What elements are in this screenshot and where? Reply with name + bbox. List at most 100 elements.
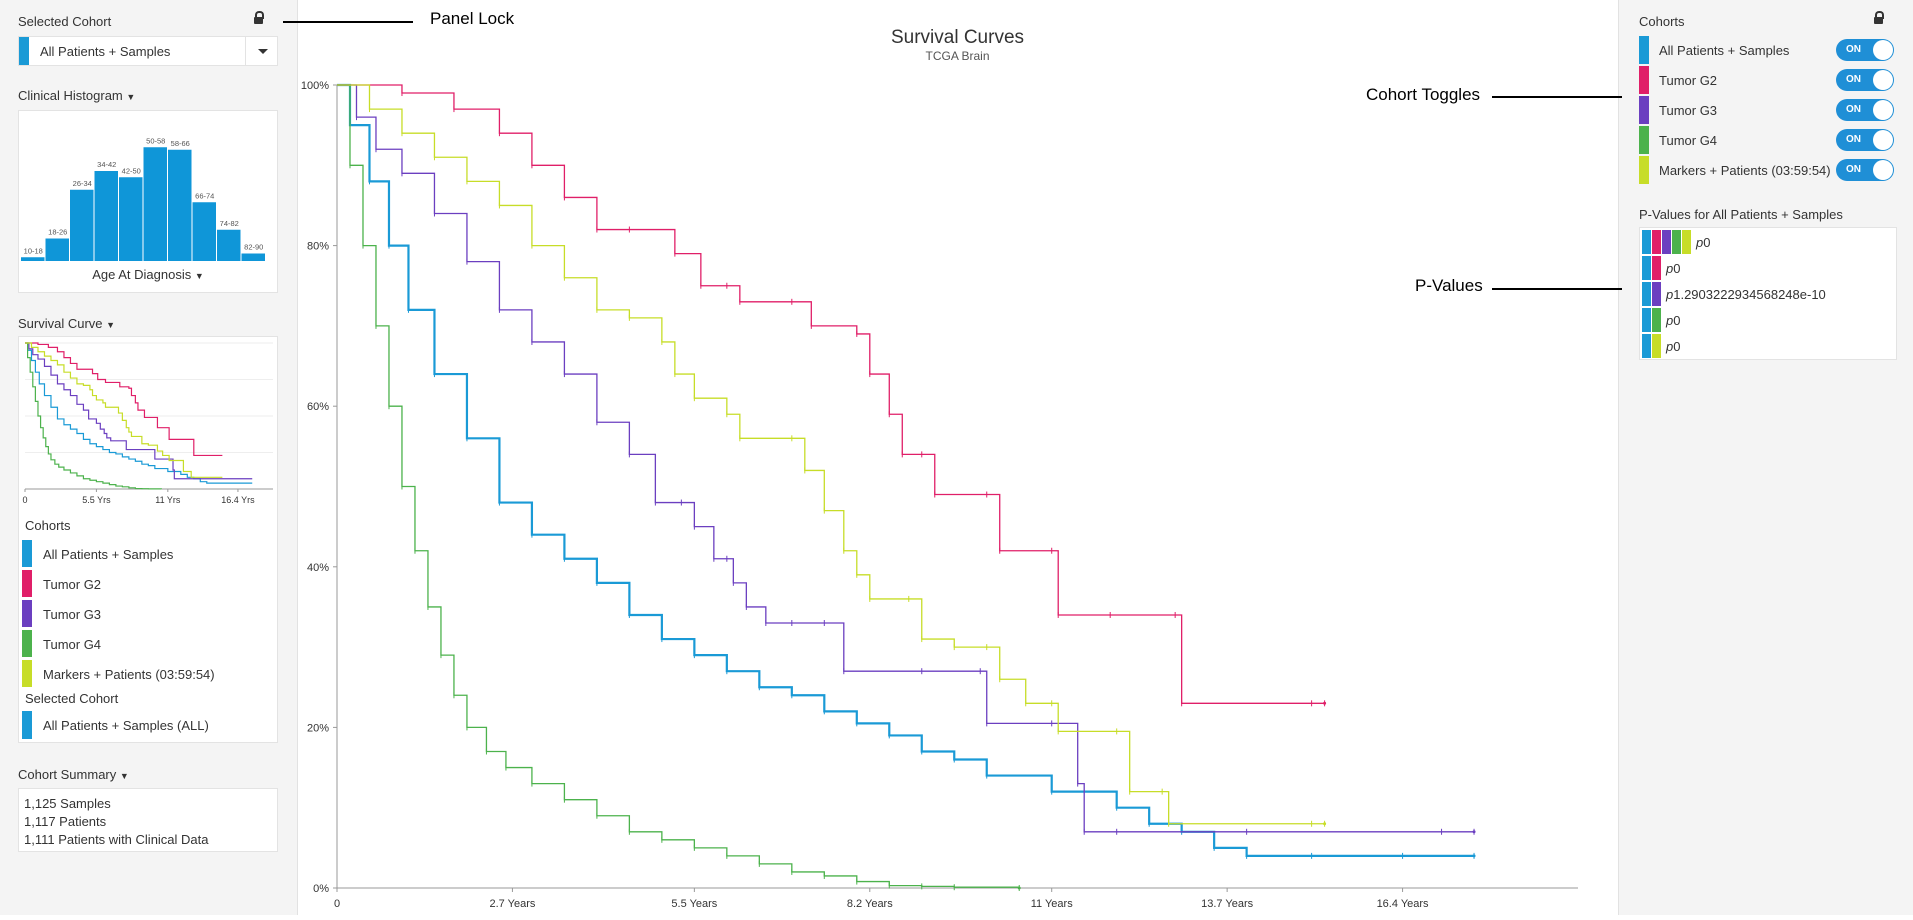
histogram-bar [217,229,241,261]
y-tick-label: 100% [301,80,329,92]
series-end-point [1323,822,1327,826]
main-chart-area: Survival Curves TCGA Brain 0% 20% 40% 60% 80% 1… [298,0,1618,915]
histogram-chart[interactable]: 10-18 18-26 26-34 34-42 42-50 50-58 58-66 66-74… [19,111,277,292]
mini-series-line [25,342,223,457]
cohort-toggle[interactable]: ON [1836,69,1894,91]
x-tick-label: 11 Years [1031,898,1074,910]
legend-cohort-label: Tumor G4 [43,637,102,652]
left-panel: Selected Cohort All Patients + Samples C… [0,0,298,915]
histogram-bar [168,149,192,261]
summary-patients: 1,117 Patients [24,814,107,829]
lock-icon[interactable] [1874,11,1884,24]
pvalue-symbol: p [1666,261,1674,276]
mini-series-line [25,342,253,480]
pvalues-title: P-Values for All Patients + Samples [1639,207,1843,222]
toggle-knob[interactable] [1873,130,1893,150]
cohort-toggle[interactable]: ON [1836,99,1894,121]
chevron-down-icon[interactable]: ▼ [126,92,136,102]
cohort-swatch [1639,156,1649,184]
cohort-swatch [1639,36,1649,64]
mini-survival-chart[interactable]: 0 5.5 Yrs 11 Yrs 16.4 Yrs [19,337,277,507]
x-tick-label: 5.5 Years [671,898,717,910]
summary-clinical: 1,111 Patients with Clinical Data [24,832,209,847]
cohort-select[interactable]: All Patients + Samples [18,36,278,66]
cohort-swatch [22,600,32,627]
series-line [337,84,1325,704]
survival-mini-box: 0 5.5 Yrs 11 Yrs 16.4 Yrs Cohorts All Patie… [18,336,278,743]
series-end-point [1472,830,1476,834]
survival-title: Survival Curve [18,316,103,331]
histogram-bar [241,253,265,261]
histogram-bar [70,189,94,261]
right-panel: Cohorts All Patients + Samples ON Tumor G2… [1618,0,1913,915]
histogram-bar [119,177,143,261]
histogram-bar [94,171,118,261]
mini-series-line [25,342,253,484]
toggle-knob[interactable] [1873,100,1893,120]
legend-cohort-label: Tumor G3 [43,607,102,622]
mini-tick-label: 5.5 Yrs [82,495,111,505]
series-end-point [1017,886,1021,890]
histogram-bin-label: 50-58 [146,136,165,145]
pvalue-swatch [1662,230,1671,254]
annotation-cohort-toggles: Cohort Toggles [1366,85,1481,104]
cohort-toggle[interactable]: ON [1836,39,1894,61]
mini-tick-label: 16.4 Yrs [221,495,255,505]
mini-tick-label: 0 [22,495,27,505]
annotation-line-p-values [1492,288,1622,290]
pvalue-swatch [1642,256,1651,280]
mini-series-line [25,342,223,478]
histogram-axis-select[interactable]: Age At Diagnosis ▼ [19,267,277,282]
histogram-bar [45,238,69,261]
pvalue-value: 0 [1703,235,1711,250]
series-line [337,84,1475,833]
series-line [337,84,1020,888]
annotation-line-panel-lock [283,21,413,23]
survival-section-title[interactable]: Survival Curve ▼ [18,316,115,331]
pvalue-value: 0 [1673,339,1681,354]
pvalue-row: p0 [1666,261,1680,276]
cohort-swatch [22,630,32,657]
pvalue-swatch [1672,230,1681,254]
toggle-on-label: ON [1846,44,1861,55]
cohort-toggle-label: All Patients + Samples [1659,43,1790,58]
cohort-toggle[interactable]: ON [1836,129,1894,151]
pvalue-symbol: p [1666,339,1674,354]
pvalue-swatch [1652,256,1661,280]
histogram-axis-label: Age At Diagnosis [92,267,192,282]
chevron-down-icon[interactable] [258,49,268,54]
histogram-section-title[interactable]: Clinical Histogram ▼ [18,88,135,103]
pvalue-symbol: p [1696,235,1704,250]
chevron-down-icon[interactable]: ▼ [194,271,204,281]
toggle-knob[interactable] [1873,160,1893,180]
histogram-box: 10-18 18-26 26-34 34-42 42-50 50-58 58-66 66-74… [18,110,278,293]
lock-icon[interactable] [254,11,264,24]
chart-subtitle: TCGA Brain [925,49,989,63]
toggle-on-label: ON [1846,74,1861,85]
toggle-on-label: ON [1846,104,1861,115]
pvalue-swatch [1652,230,1661,254]
toggle-knob[interactable] [1873,40,1893,60]
series-end-point [1472,854,1476,858]
summary-section-title[interactable]: Cohort Summary ▼ [18,767,129,782]
cohort-swatch [22,660,32,687]
histogram-bar [192,202,216,261]
annotation-p-values: P-Values [1415,276,1483,295]
mini-cohorts-title: Cohorts [25,518,71,533]
toggle-on-label: ON [1846,164,1861,175]
pvalue-row: p1.2903222934568248e-10 [1666,287,1826,302]
mini-series-line [25,342,162,490]
cohort-color-swatch [19,37,29,65]
chevron-down-icon[interactable]: ▼ [119,771,129,781]
toggle-knob[interactable] [1873,70,1893,90]
legend-cohort-label: Tumor G2 [43,577,102,592]
mini-selected-cohort-title: Selected Cohort [25,691,119,706]
cohort-toggle-label: Tumor G2 [1659,73,1718,88]
histogram-bar [143,147,167,261]
cohort-swatch [22,570,32,597]
cohort-toggle[interactable]: ON [1836,159,1894,181]
chevron-down-icon[interactable]: ▼ [106,320,116,330]
pvalue-swatch [1642,334,1651,358]
legend-cohort-label: All Patients + Samples [43,547,174,562]
